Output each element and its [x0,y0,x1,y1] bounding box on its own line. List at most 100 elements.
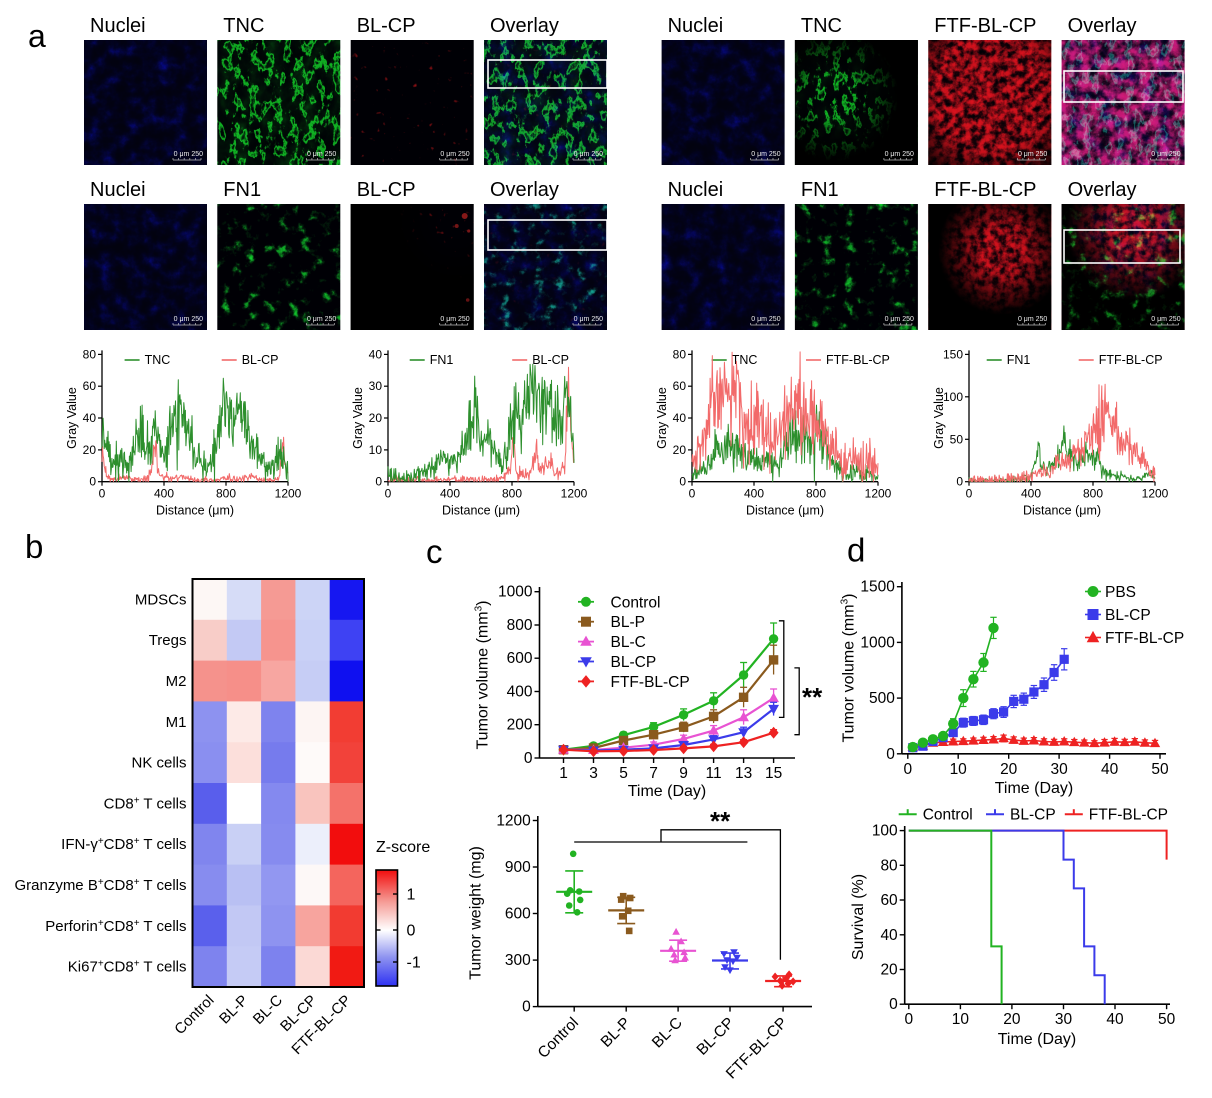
svg-text:0: 0 [522,999,531,1016]
svg-text:60: 60 [880,892,898,909]
svg-text:0: 0 [524,750,533,767]
svg-text:a: a [28,18,46,54]
svg-text:PBS: PBS [1105,584,1136,601]
svg-text:150: 150 [943,347,963,361]
svg-text:50: 50 [1158,1011,1176,1028]
svg-text:Tumor weight (mg): Tumor weight (mg) [468,846,485,980]
svg-text:M2: M2 [166,673,187,690]
svg-text:IFN-γ+CD8+ T cells: IFN-γ+CD8+ T cells [61,836,186,853]
svg-text:20: 20 [1003,1011,1021,1028]
svg-text:Nuclei: Nuclei [90,15,146,37]
svg-text:TNC: TNC [732,353,758,367]
svg-text:0 μm 250: 0 μm 250 [440,151,469,158]
svg-text:FTF-BL-CP: FTF-BL-CP [934,15,1036,37]
svg-text:40: 40 [83,411,97,425]
svg-text:500: 500 [869,690,895,707]
svg-text:Survival (%): Survival (%) [850,874,867,960]
svg-text:10: 10 [952,1011,970,1028]
svg-text:30: 30 [1050,761,1068,778]
svg-text:Distance (μm): Distance (μm) [1023,504,1101,518]
svg-text:Overlay: Overlay [490,15,559,37]
svg-text:1000: 1000 [860,634,895,651]
svg-text:0: 0 [89,475,96,489]
svg-text:FN1: FN1 [223,179,261,201]
svg-text:30: 30 [1055,1011,1073,1028]
svg-text:BL-CP: BL-CP [1010,807,1056,824]
svg-text:0 μm 250: 0 μm 250 [307,316,336,323]
svg-text:60: 60 [83,379,97,393]
svg-text:FTF-BL-CP: FTF-BL-CP [611,674,690,691]
svg-text:3: 3 [589,765,598,782]
svg-text:Z-score: Z-score [376,839,430,856]
svg-text:1200: 1200 [1142,487,1169,501]
svg-text:7: 7 [649,765,658,782]
svg-text:80: 80 [880,857,898,874]
svg-text:Tumor volume (mm3): Tumor volume (mm3) [840,594,858,743]
svg-text:Gray Value: Gray Value [655,387,669,449]
svg-text:BL-CP: BL-CP [1105,607,1151,624]
svg-text:800: 800 [1083,487,1103,501]
svg-text:1200: 1200 [865,487,892,501]
svg-text:Granzyme B+CD8+ T cells: Granzyme B+CD8+ T cells [14,877,186,894]
svg-text:BL-CP: BL-CP [242,353,279,367]
svg-text:Tregs: Tregs [149,632,187,649]
svg-text:15: 15 [765,765,782,782]
svg-text:0 μm 250: 0 μm 250 [1151,316,1180,323]
svg-text:**: ** [710,806,731,836]
svg-text:0: 0 [689,487,696,501]
svg-text:40: 40 [1101,761,1119,778]
svg-text:400: 400 [1021,487,1041,501]
svg-text:d: d [847,532,865,569]
svg-text:0 μm 250: 0 μm 250 [885,151,914,158]
svg-text:BL-CP: BL-CP [357,15,416,37]
svg-text:13: 13 [735,765,752,782]
svg-text:CD8+ T cells: CD8+ T cells [104,795,187,812]
svg-text:900: 900 [505,859,531,876]
svg-text:400: 400 [440,487,460,501]
svg-text:30: 30 [369,379,383,393]
svg-text:20: 20 [880,962,898,979]
svg-text:FTF-BL-CP: FTF-BL-CP [1105,630,1184,647]
svg-text:200: 200 [507,717,533,734]
svg-text:Time (Day): Time (Day) [995,780,1074,797]
svg-text:Distance (μm): Distance (μm) [442,504,520,518]
svg-text:100: 100 [872,823,898,840]
svg-text:11: 11 [706,765,722,782]
svg-text:0 μm 250: 0 μm 250 [307,151,336,158]
svg-text:20: 20 [369,411,383,425]
svg-text:0 μm 250: 0 μm 250 [574,316,603,323]
svg-text:20: 20 [83,443,97,457]
svg-text:Gray Value: Gray Value [65,387,79,449]
svg-text:M1: M1 [166,714,187,731]
svg-text:800: 800 [216,487,236,501]
svg-text:0: 0 [889,996,898,1013]
svg-text:0: 0 [407,923,416,940]
svg-text:Tumor volume (mm3): Tumor volume (mm3) [474,601,492,750]
svg-text:-1: -1 [407,955,421,972]
svg-text:FTF-BL-CP: FTF-BL-CP [1089,807,1168,824]
svg-text:Nuclei: Nuclei [668,179,724,201]
svg-text:40: 40 [673,411,687,425]
svg-text:TNC: TNC [801,15,842,37]
svg-text:0: 0 [904,1011,913,1028]
svg-text:b: b [25,528,43,565]
svg-text:0: 0 [886,746,895,763]
svg-text:FTF-BL-CP: FTF-BL-CP [1099,353,1163,367]
svg-text:5: 5 [619,765,628,782]
svg-text:1200: 1200 [561,487,588,501]
svg-text:0 μm 250: 0 μm 250 [574,151,603,158]
svg-text:0 μm 250: 0 μm 250 [751,316,780,323]
svg-text:0: 0 [679,475,686,489]
svg-text:FN1: FN1 [430,353,454,367]
svg-text:Perforin+CD8+ T cells: Perforin+CD8+ T cells [45,918,186,935]
svg-text:0 μm 250: 0 μm 250 [174,316,203,323]
svg-text:FTF-BL-CP: FTF-BL-CP [934,179,1036,201]
svg-text:600: 600 [505,906,531,923]
svg-text:20: 20 [673,443,687,457]
svg-text:800: 800 [502,487,522,501]
svg-text:300: 300 [505,952,531,969]
svg-text:80: 80 [83,347,97,361]
svg-text:Overlay: Overlay [1068,179,1137,201]
svg-text:c: c [426,533,443,570]
svg-text:NK cells: NK cells [131,755,186,772]
